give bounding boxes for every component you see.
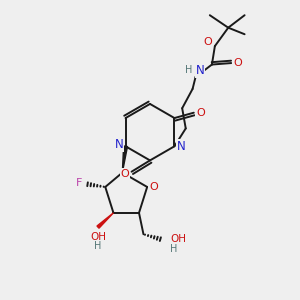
Text: O: O	[233, 58, 242, 68]
Text: OH: OH	[90, 232, 106, 242]
Polygon shape	[97, 213, 113, 228]
Text: N: N	[196, 64, 204, 77]
Text: O: O	[196, 108, 205, 118]
Text: F: F	[76, 178, 83, 188]
Text: H: H	[185, 64, 193, 75]
Polygon shape	[122, 146, 128, 172]
Text: H: H	[170, 244, 178, 254]
Text: O: O	[121, 169, 129, 179]
Text: N: N	[115, 138, 123, 151]
Text: O: O	[203, 37, 212, 47]
Text: N: N	[177, 140, 185, 153]
Text: O: O	[149, 182, 158, 192]
Text: H: H	[94, 241, 102, 250]
Text: OH: OH	[170, 234, 186, 244]
